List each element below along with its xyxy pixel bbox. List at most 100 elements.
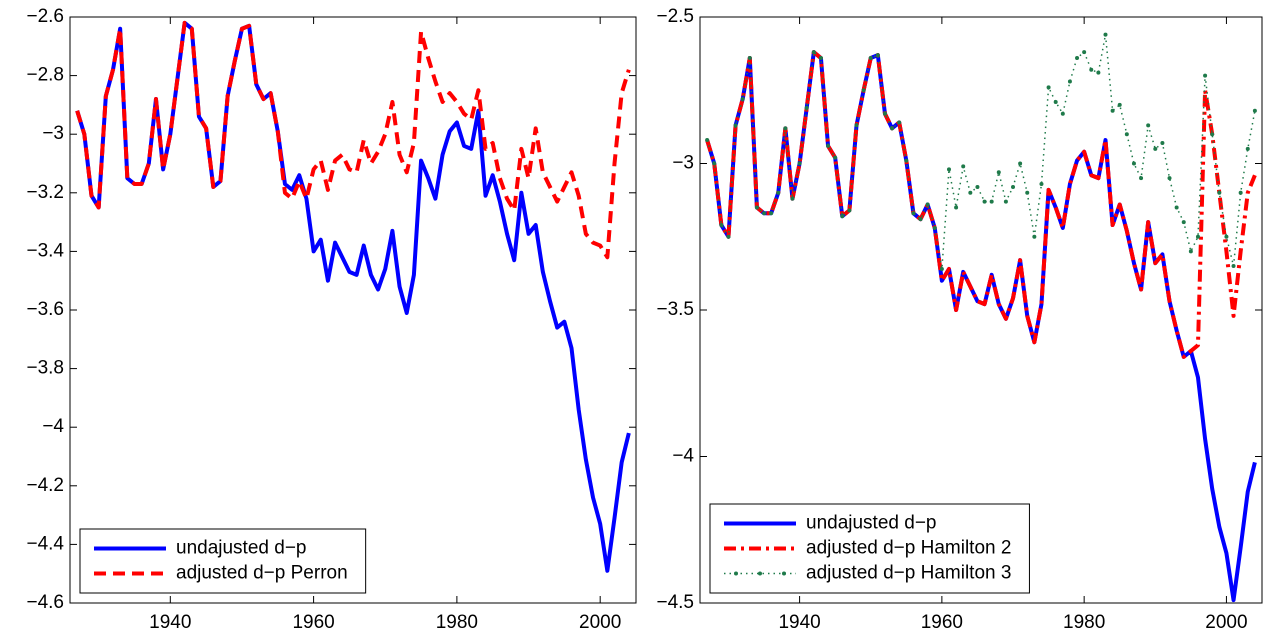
point bbox=[826, 143, 831, 148]
legend-marker bbox=[758, 571, 762, 576]
legend-label: adjusted d−p Perron bbox=[176, 563, 348, 584]
point bbox=[939, 266, 944, 271]
point bbox=[882, 111, 887, 116]
point bbox=[1075, 56, 1080, 61]
y-tick-label: −3.4 bbox=[26, 240, 64, 261]
point bbox=[911, 211, 916, 216]
point bbox=[1089, 67, 1094, 72]
point bbox=[840, 214, 845, 219]
point bbox=[968, 190, 973, 195]
legend-frame bbox=[709, 503, 1030, 594]
y-tick-label: −3.2 bbox=[26, 182, 64, 203]
y-tick-label: −4.6 bbox=[26, 592, 64, 613]
legend: undajusted d−p adjusted d−p Hamilton 2 adj… bbox=[709, 503, 1030, 594]
point bbox=[1181, 220, 1186, 225]
point bbox=[811, 50, 816, 55]
point bbox=[726, 234, 731, 239]
point bbox=[847, 208, 852, 213]
point bbox=[833, 155, 838, 160]
x-tick-label: 1980 bbox=[1063, 612, 1105, 633]
point bbox=[1146, 123, 1151, 128]
point bbox=[1245, 146, 1250, 151]
panel: −2.6 −2.8 −3 −3.2 −3.4 −3.6 −3.8 −4 −4.2 −4.4 −4.6… bbox=[26, 6, 637, 633]
point bbox=[1103, 32, 1108, 37]
point bbox=[1203, 73, 1208, 78]
panel: −2.5 −3 −3.5 −4 −4.5 1940 1960 1980 2000 undajust… bbox=[656, 6, 1263, 633]
point bbox=[1224, 234, 1229, 239]
legend-label: undajusted d−p bbox=[176, 538, 306, 559]
x-tick-label: 1940 bbox=[149, 612, 191, 633]
point bbox=[1210, 132, 1215, 137]
series-line bbox=[75, 20, 631, 260]
y-tick-label: −3 bbox=[672, 153, 694, 174]
point bbox=[719, 223, 724, 228]
point bbox=[1003, 199, 1008, 204]
point bbox=[897, 120, 902, 125]
point bbox=[1011, 184, 1016, 189]
y-tick-label: −4.4 bbox=[26, 533, 64, 554]
point bbox=[932, 225, 937, 230]
x-tick-label: 1960 bbox=[921, 612, 963, 633]
point bbox=[954, 205, 959, 210]
x-tick-label: 1980 bbox=[436, 612, 478, 633]
legend-label: adjusted d−p Hamilton 2 bbox=[806, 538, 1011, 559]
axes-frame bbox=[69, 16, 637, 604]
y-tick-label: −4 bbox=[672, 446, 694, 467]
point bbox=[1025, 190, 1030, 195]
point bbox=[946, 167, 951, 172]
y-tick-label: −2.5 bbox=[656, 6, 694, 27]
y-tick-label: −3 bbox=[42, 123, 64, 144]
point bbox=[1139, 176, 1144, 181]
point bbox=[890, 126, 895, 131]
point bbox=[854, 123, 859, 128]
point bbox=[996, 170, 1001, 175]
x-tick-label: 1960 bbox=[292, 612, 334, 633]
point bbox=[712, 161, 717, 166]
point bbox=[790, 196, 795, 201]
point bbox=[1231, 264, 1236, 269]
point bbox=[1167, 176, 1172, 181]
point bbox=[982, 199, 987, 204]
point bbox=[705, 138, 710, 143]
point bbox=[1110, 108, 1115, 113]
point bbox=[925, 202, 930, 207]
y-tick-label: −2.8 bbox=[26, 65, 64, 86]
point bbox=[975, 184, 980, 189]
legend-marker bbox=[734, 571, 738, 576]
point bbox=[1096, 70, 1101, 75]
point bbox=[1188, 249, 1193, 254]
point bbox=[1018, 161, 1023, 166]
point bbox=[961, 164, 966, 169]
point bbox=[1082, 50, 1087, 55]
legend-frame bbox=[79, 528, 367, 594]
y-tick-label: −4 bbox=[42, 416, 64, 437]
point bbox=[1252, 108, 1257, 113]
point bbox=[1160, 140, 1165, 145]
y-tick-label: −2.6 bbox=[26, 6, 64, 27]
point bbox=[1124, 132, 1129, 137]
point bbox=[754, 205, 759, 210]
point bbox=[875, 53, 880, 58]
point bbox=[804, 105, 809, 110]
series-line bbox=[706, 33, 1256, 270]
point bbox=[1153, 146, 1158, 151]
y-tick-label: −3.8 bbox=[26, 358, 64, 379]
point bbox=[1238, 190, 1243, 195]
point bbox=[918, 217, 923, 222]
point bbox=[740, 97, 745, 102]
legend-label: undajusted d−p bbox=[806, 513, 936, 534]
series-line bbox=[75, 20, 631, 573]
point bbox=[769, 211, 774, 216]
point bbox=[1217, 190, 1222, 195]
point bbox=[818, 56, 823, 61]
point bbox=[797, 161, 802, 166]
plot-area bbox=[705, 32, 1257, 603]
point bbox=[861, 88, 866, 93]
y-tick-label: −4.5 bbox=[656, 592, 694, 613]
x-tick-label: 2000 bbox=[579, 612, 621, 633]
x-tick-label: 1940 bbox=[778, 612, 820, 633]
point bbox=[1117, 102, 1122, 107]
point bbox=[747, 56, 752, 61]
